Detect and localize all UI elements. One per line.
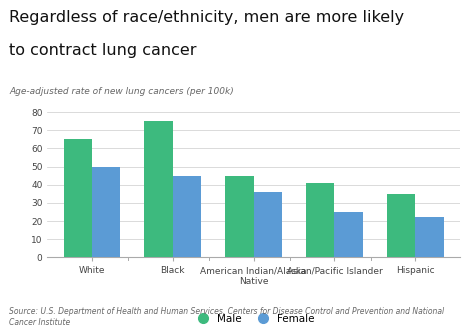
Text: to contract lung cancer: to contract lung cancer bbox=[9, 43, 197, 58]
Bar bbox=[225, 176, 254, 257]
Bar bbox=[306, 183, 335, 257]
Bar bbox=[387, 194, 415, 257]
Bar bbox=[335, 212, 363, 257]
Bar bbox=[173, 176, 201, 257]
Legend: Male, Female: Male, Female bbox=[188, 309, 319, 328]
Bar bbox=[254, 192, 282, 257]
Text: Age-adjusted rate of new lung cancers (per 100k): Age-adjusted rate of new lung cancers (p… bbox=[9, 87, 234, 96]
Bar bbox=[415, 217, 444, 257]
Bar bbox=[64, 139, 92, 257]
Bar bbox=[145, 121, 173, 257]
Bar bbox=[92, 167, 120, 257]
Text: Source: U.S. Department of Health and Human Services, Centers for Disease Contro: Source: U.S. Department of Health and Hu… bbox=[9, 307, 445, 327]
Text: Regardless of race/ethnicity, men are more likely: Regardless of race/ethnicity, men are mo… bbox=[9, 10, 405, 25]
